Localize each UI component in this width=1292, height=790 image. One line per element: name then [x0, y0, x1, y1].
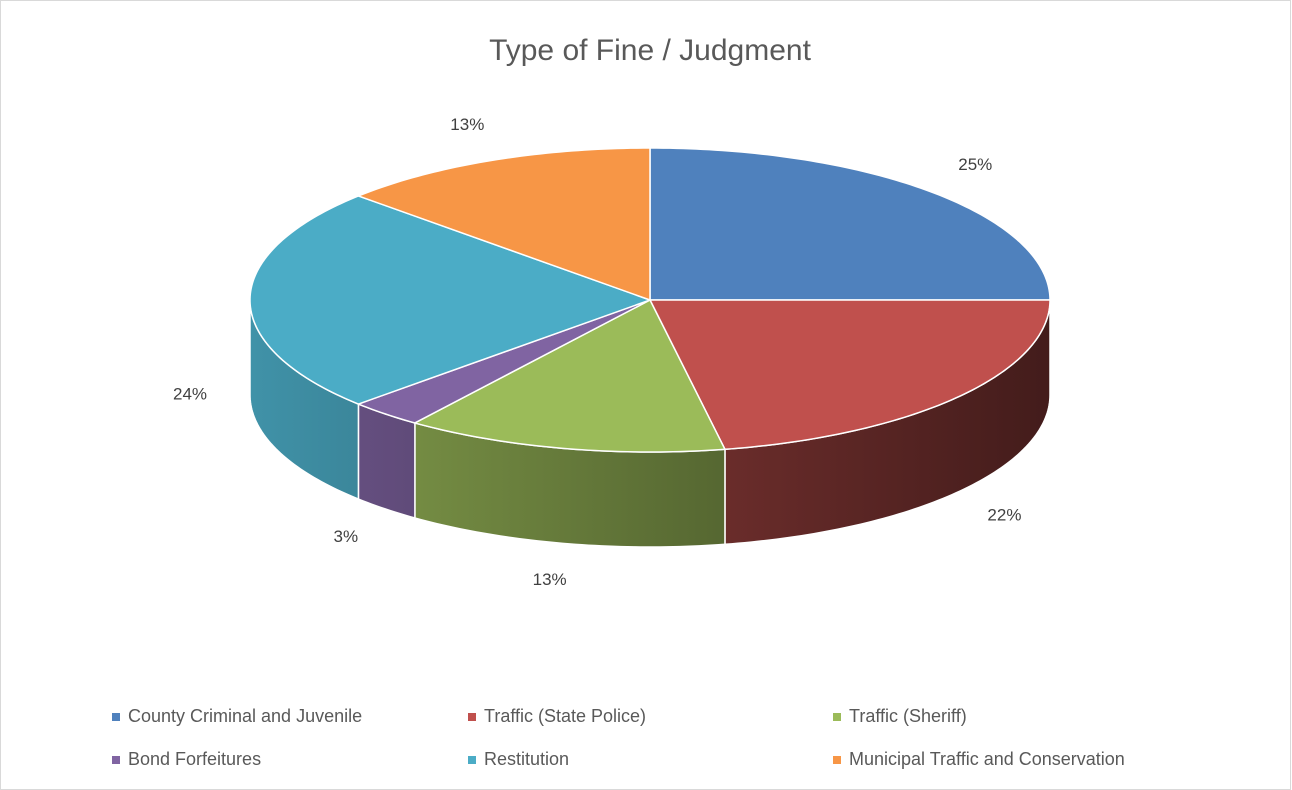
pie-slice — [649, 147, 1051, 301]
chart-title: Type of Fine / Judgment — [489, 34, 812, 67]
pie-slice — [648, 299, 1051, 451]
data-label: 3% — [334, 527, 359, 546]
legend-swatch — [112, 756, 120, 764]
legend-label: Traffic (State Police) — [484, 706, 646, 726]
data-label: 24% — [173, 384, 207, 403]
pie-slice — [356, 147, 651, 302]
data-label: 13% — [450, 115, 484, 134]
pie-slice — [356, 299, 651, 424]
legend-swatch — [833, 756, 841, 764]
data-label: 22% — [987, 506, 1021, 525]
legend-swatch — [468, 713, 476, 721]
legend-label: Restitution — [484, 749, 569, 769]
pie-slice — [412, 298, 727, 453]
legend-swatch — [468, 756, 476, 764]
legend-label: Bond Forfeitures — [128, 749, 261, 769]
legend-swatch — [833, 713, 841, 721]
pie-slice — [249, 195, 653, 405]
legend-label: Traffic (Sheriff) — [849, 706, 967, 726]
legend-swatch — [112, 713, 120, 721]
data-label: 25% — [958, 155, 992, 174]
legend-label: County Criminal and Juvenile — [128, 706, 362, 726]
legend-label: Municipal Traffic and Conservation — [849, 749, 1125, 769]
data-label: 13% — [533, 570, 567, 589]
